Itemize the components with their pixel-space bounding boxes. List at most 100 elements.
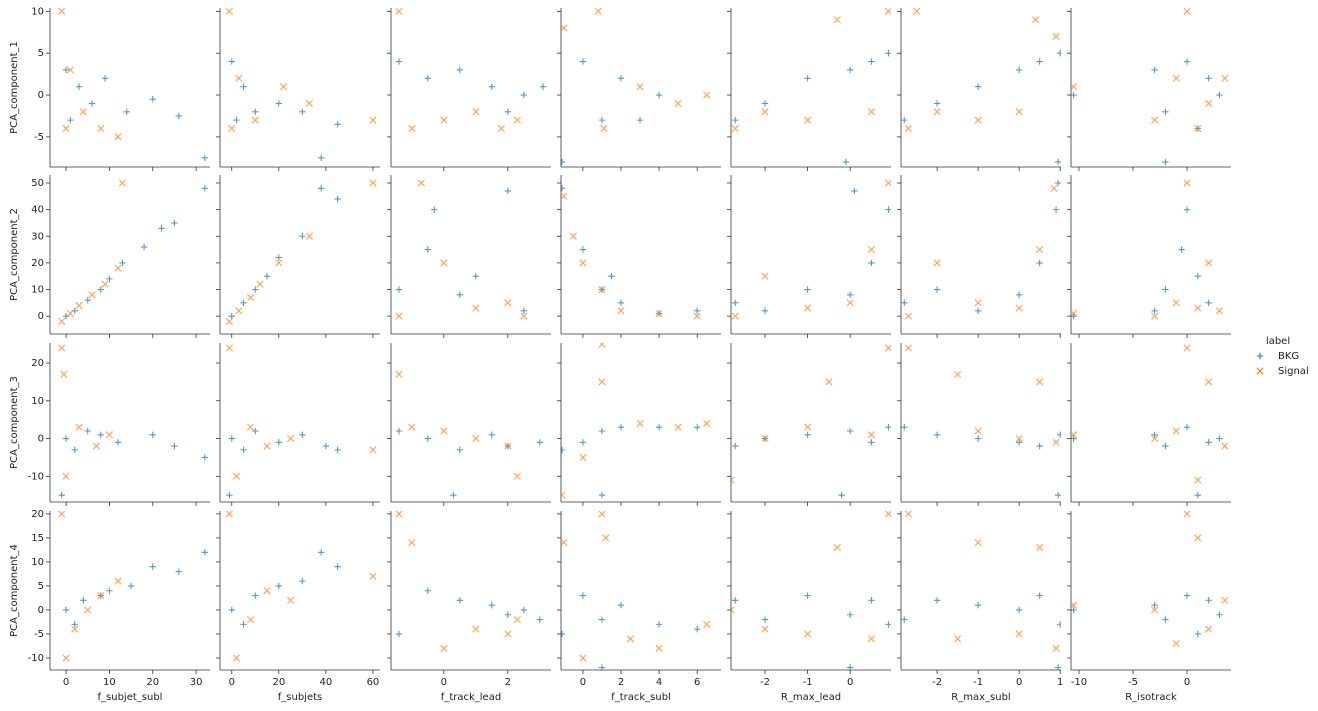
points xyxy=(225,511,377,662)
point xyxy=(322,442,330,450)
point xyxy=(158,225,165,232)
point xyxy=(732,597,739,604)
y-tick-label: 10 xyxy=(31,6,44,17)
point xyxy=(201,549,208,556)
point xyxy=(513,116,521,124)
point xyxy=(569,232,577,240)
point xyxy=(1054,664,1061,670)
point xyxy=(62,66,70,74)
point xyxy=(58,8,66,15)
point xyxy=(97,591,105,600)
y-tick-label: -10 xyxy=(28,653,44,664)
point xyxy=(1052,206,1060,213)
point xyxy=(497,124,505,133)
point xyxy=(1162,158,1169,166)
panel xyxy=(557,175,721,338)
point xyxy=(1151,312,1159,320)
x-tick-label: 0 xyxy=(1184,677,1190,688)
point xyxy=(1205,378,1213,386)
point xyxy=(456,291,463,299)
point xyxy=(201,154,208,161)
points xyxy=(58,8,208,161)
point xyxy=(75,423,83,431)
y-tick-label: 10 xyxy=(31,285,44,296)
point xyxy=(246,423,255,431)
point xyxy=(504,108,511,115)
point xyxy=(66,309,74,318)
point xyxy=(1151,307,1158,315)
point xyxy=(119,259,126,267)
point xyxy=(1221,596,1229,604)
point xyxy=(838,492,845,499)
point xyxy=(804,116,812,124)
x-tick-label: 2 xyxy=(618,677,624,688)
point xyxy=(617,601,625,609)
y-tick-label: 0 xyxy=(38,605,44,616)
y-tick-label: 10 xyxy=(31,557,44,568)
point xyxy=(201,185,208,192)
point xyxy=(833,543,841,552)
x-tick-label: 4 xyxy=(656,677,662,688)
point xyxy=(395,630,403,638)
x-tick-label: -1 xyxy=(973,677,983,688)
point xyxy=(1015,304,1023,312)
panel xyxy=(387,8,551,171)
y-axis-label: PCA_component_3 xyxy=(9,376,20,469)
point xyxy=(504,611,511,618)
point xyxy=(275,254,283,261)
point xyxy=(97,286,104,293)
points xyxy=(395,370,543,499)
point xyxy=(761,100,769,107)
point xyxy=(171,219,178,227)
point xyxy=(1162,442,1169,450)
point xyxy=(579,58,587,65)
point xyxy=(626,635,635,643)
point xyxy=(1183,8,1191,15)
point xyxy=(1052,32,1060,41)
point xyxy=(761,307,769,315)
point xyxy=(703,620,711,628)
point xyxy=(263,273,271,280)
point xyxy=(79,108,87,116)
point xyxy=(252,427,259,435)
point xyxy=(1054,179,1061,187)
point xyxy=(58,492,65,499)
point xyxy=(636,116,644,124)
point xyxy=(240,83,247,90)
point xyxy=(1036,543,1044,552)
point xyxy=(804,304,812,312)
point xyxy=(1194,476,1202,484)
point xyxy=(75,301,83,310)
point xyxy=(305,99,314,107)
point xyxy=(594,8,602,15)
point xyxy=(974,307,982,315)
point xyxy=(825,378,833,386)
legend-label: Signal xyxy=(1278,366,1309,377)
point xyxy=(334,121,341,128)
point xyxy=(602,534,610,542)
point xyxy=(456,66,463,74)
point xyxy=(1194,534,1202,542)
panel xyxy=(216,8,380,171)
panel: -2 -1 0 1 xyxy=(897,511,1063,688)
points xyxy=(395,179,528,320)
x-axis-label: R_isotrack xyxy=(1125,692,1177,703)
point xyxy=(655,424,663,431)
point xyxy=(933,100,941,107)
x-tick-label: 6 xyxy=(694,677,700,688)
y-tick-label: 40 xyxy=(31,205,44,216)
x-tick-label: 40 xyxy=(320,677,333,688)
point xyxy=(885,621,891,628)
point xyxy=(598,378,606,386)
point xyxy=(598,116,606,124)
point xyxy=(636,83,644,91)
point xyxy=(66,66,74,74)
point xyxy=(598,427,606,435)
point xyxy=(97,124,105,133)
point xyxy=(225,8,234,15)
point xyxy=(1036,259,1043,267)
y-axis-label: PCA_component_4 xyxy=(9,544,20,637)
point xyxy=(240,621,247,628)
point xyxy=(1183,424,1191,431)
point xyxy=(846,299,854,307)
